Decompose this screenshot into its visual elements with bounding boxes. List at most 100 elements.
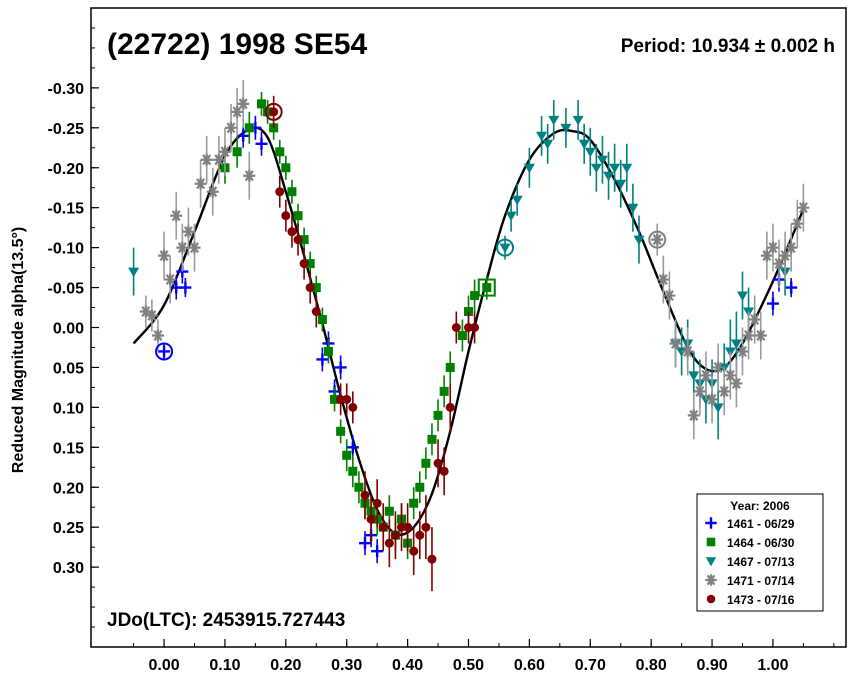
y-tick-label: -0.10	[48, 241, 85, 258]
data-point	[244, 111, 254, 144]
data-point	[590, 143, 602, 192]
data-point	[779, 231, 792, 280]
data-point	[596, 135, 608, 184]
data-point	[736, 327, 749, 376]
data-point	[378, 503, 388, 552]
data-point	[348, 455, 358, 488]
data-point	[730, 359, 743, 408]
data-point	[584, 127, 596, 176]
x-tick-label: 0.50	[453, 657, 484, 674]
data-point	[657, 255, 670, 304]
data-point	[164, 255, 177, 304]
data-point	[275, 175, 285, 208]
data-point	[523, 147, 535, 188]
data-point	[371, 539, 384, 564]
data-point	[760, 231, 773, 280]
data-point	[323, 339, 333, 364]
data-point	[390, 511, 400, 560]
fit-curve	[132, 126, 805, 536]
legend-box	[696, 493, 824, 612]
y-tick-label: 0.25	[53, 520, 84, 537]
data-point	[766, 223, 779, 272]
data-point	[372, 479, 382, 528]
data-point	[536, 115, 548, 156]
data-point	[263, 99, 273, 124]
data-point	[754, 311, 767, 360]
y-tick-label: -0.05	[48, 281, 85, 298]
data-point	[748, 295, 761, 344]
session-start-marker	[477, 278, 496, 297]
series-1467-07-13	[128, 99, 791, 440]
legend-label: 1464 - 06/30	[727, 536, 795, 550]
session-start-marker	[496, 238, 515, 257]
data-point	[342, 383, 352, 416]
data-point	[681, 327, 694, 376]
data-point	[287, 179, 297, 204]
data-point	[334, 355, 347, 380]
y-tick-label: 0.05	[53, 360, 84, 377]
legend-label: 1473 - 07/16	[727, 593, 795, 607]
data-point	[206, 167, 219, 216]
data-point	[212, 135, 225, 184]
data-point	[305, 271, 315, 304]
data-point	[287, 215, 297, 248]
y-tick-label: 0.20	[53, 480, 84, 497]
session-start-marker	[155, 342, 174, 361]
data-point	[609, 143, 621, 192]
data-point	[615, 159, 627, 208]
data-point	[128, 247, 140, 296]
data-point	[433, 399, 443, 432]
legend-title: Year: 2006	[730, 499, 790, 513]
data-point	[403, 503, 413, 552]
axes: 0.00 0.10 0.20 0.30 0.40 0.50 0.60 0.70 0.80 0.90…	[48, 27, 835, 674]
data-point	[724, 351, 737, 400]
data-point	[439, 447, 449, 496]
data-point	[457, 319, 467, 352]
legend-label: 1471 - 07/14	[727, 574, 795, 588]
session-start-marker	[648, 230, 667, 249]
data-point	[237, 79, 250, 128]
session-start-marker	[264, 102, 283, 121]
legend-entry: 1461 - 06/29	[705, 517, 795, 531]
data-point	[439, 375, 449, 408]
legend-entry: 1467 - 07/13	[705, 555, 795, 569]
y-tick-label: -0.30	[48, 81, 85, 98]
data-point	[663, 271, 676, 320]
data-point	[330, 387, 340, 412]
data-point	[706, 375, 719, 424]
y-tick-label: -0.25	[48, 121, 85, 138]
data-point	[560, 107, 572, 148]
x-tick-label: 0.20	[270, 657, 301, 674]
legend-entry: 1464 - 06/30	[706, 536, 795, 550]
data-point	[269, 95, 279, 128]
data-point	[718, 367, 731, 416]
data-point	[542, 123, 554, 164]
data-point	[470, 279, 480, 312]
data-point	[348, 391, 358, 424]
data-point	[317, 307, 327, 332]
series-1471-07-14	[139, 79, 810, 440]
legend-label: 1467 - 07/13	[727, 555, 795, 569]
data-point	[158, 343, 171, 360]
x-tick-label: 1.00	[757, 657, 788, 674]
data-point	[687, 391, 700, 440]
legend-label: 1461 - 06/29	[727, 517, 795, 531]
x-tick-label: 0.90	[696, 657, 727, 674]
x-tick-label: 0.00	[148, 657, 179, 674]
data-point	[445, 383, 455, 432]
jd-label: JDo(LTC): 2453915.727443	[107, 610, 345, 631]
series-1464-06-30	[220, 91, 492, 560]
data-point	[366, 495, 376, 544]
x-tick-label: 0.40	[392, 657, 423, 674]
data-point	[785, 223, 798, 272]
data-point	[511, 183, 523, 216]
data-point	[360, 471, 370, 520]
data-point	[445, 351, 455, 384]
data-point	[139, 295, 152, 328]
data-point	[316, 347, 329, 372]
data-point	[785, 277, 798, 298]
data-point	[603, 151, 615, 200]
data-point	[281, 155, 291, 180]
data-point	[158, 231, 171, 280]
